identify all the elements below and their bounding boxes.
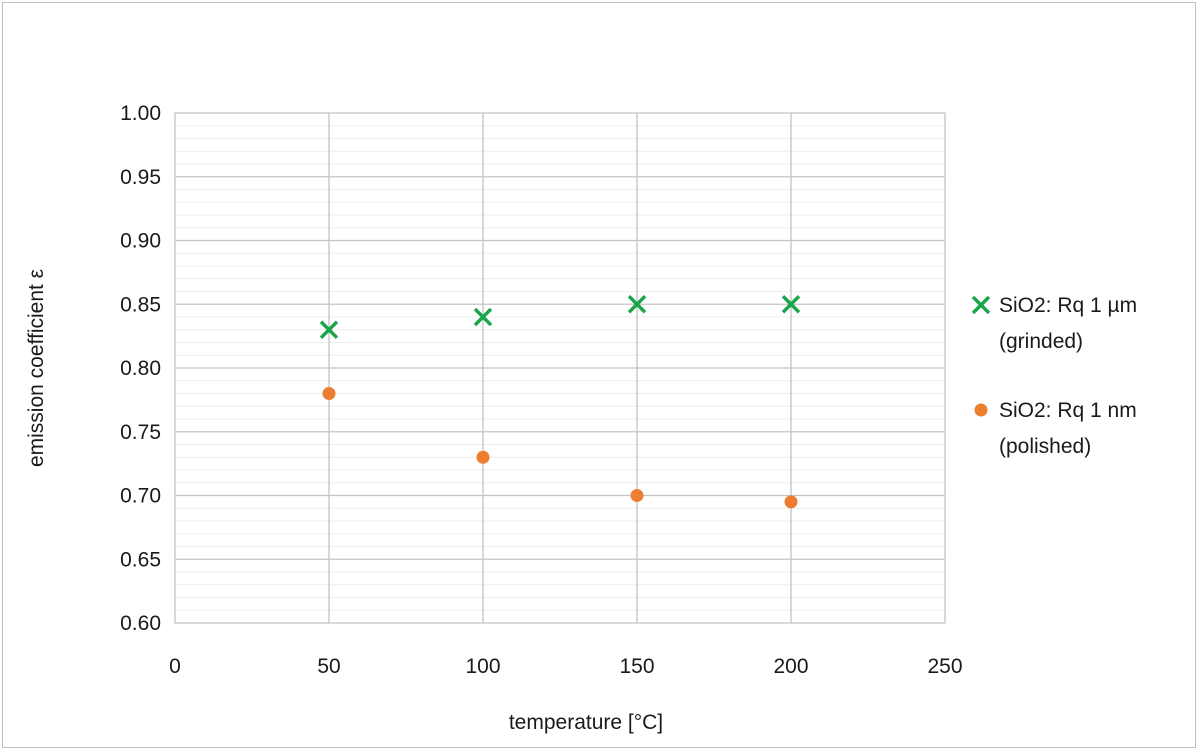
x-tick-label: 100 <box>465 655 500 678</box>
data-point-polished <box>322 387 336 400</box>
legend-label: (polished) <box>999 435 1091 458</box>
y-tick-label: 1.00 <box>120 102 161 125</box>
x-tick-label: 250 <box>927 655 962 678</box>
x-axis-ticks: 0 50 100 150 200 250 <box>169 655 962 678</box>
x-tick-label: 200 <box>773 655 808 678</box>
scatter-chart: 0.60 0.65 0.70 0.75 0.80 0.85 0.90 0.95 1.00 0 50… <box>25 102 1137 734</box>
major-gridlines <box>174 112 946 624</box>
y-axis-title: emission coefficient ε <box>25 269 48 467</box>
data-point-grinded <box>781 295 801 314</box>
x-tick-label: 150 <box>619 655 654 678</box>
x-tick-label: 0 <box>169 655 181 678</box>
data-point-grinded <box>627 295 647 314</box>
y-tick-label: 0.70 <box>120 485 161 508</box>
data-point-grinded <box>473 307 493 327</box>
y-axis-ticks: 0.60 0.65 0.70 0.75 0.80 0.85 0.90 0.95 1.00 <box>120 102 161 635</box>
y-tick-label: 0.75 <box>120 421 161 444</box>
x-axis-title: temperature [°C] <box>509 711 663 734</box>
legend-marker-polished <box>974 403 988 417</box>
data-point-grinded <box>319 320 339 339</box>
y-tick-label: 0.95 <box>120 166 161 189</box>
x-tick-label: 50 <box>317 655 340 678</box>
legend-label: SiO2: Rq 1 nm <box>999 399 1137 422</box>
data-point-polished <box>476 450 490 464</box>
data-point-polished <box>630 489 644 502</box>
minor-gridlines <box>175 125 945 611</box>
legend-marker-grinded <box>971 295 991 315</box>
y-tick-label: 0.90 <box>120 230 161 253</box>
legend: SiO2: Rq 1 µm (grinded) SiO2: Rq 1 nm (poli… <box>971 294 1137 458</box>
legend-label: SiO2: Rq 1 µm <box>999 294 1137 317</box>
y-tick-label: 0.85 <box>120 293 161 316</box>
y-tick-label: 0.80 <box>120 357 161 380</box>
data-points <box>319 295 801 509</box>
legend-label: (grinded) <box>999 330 1083 353</box>
y-tick-label: 0.65 <box>120 548 161 571</box>
data-point-polished <box>784 495 798 509</box>
y-tick-label: 0.60 <box>120 612 161 635</box>
